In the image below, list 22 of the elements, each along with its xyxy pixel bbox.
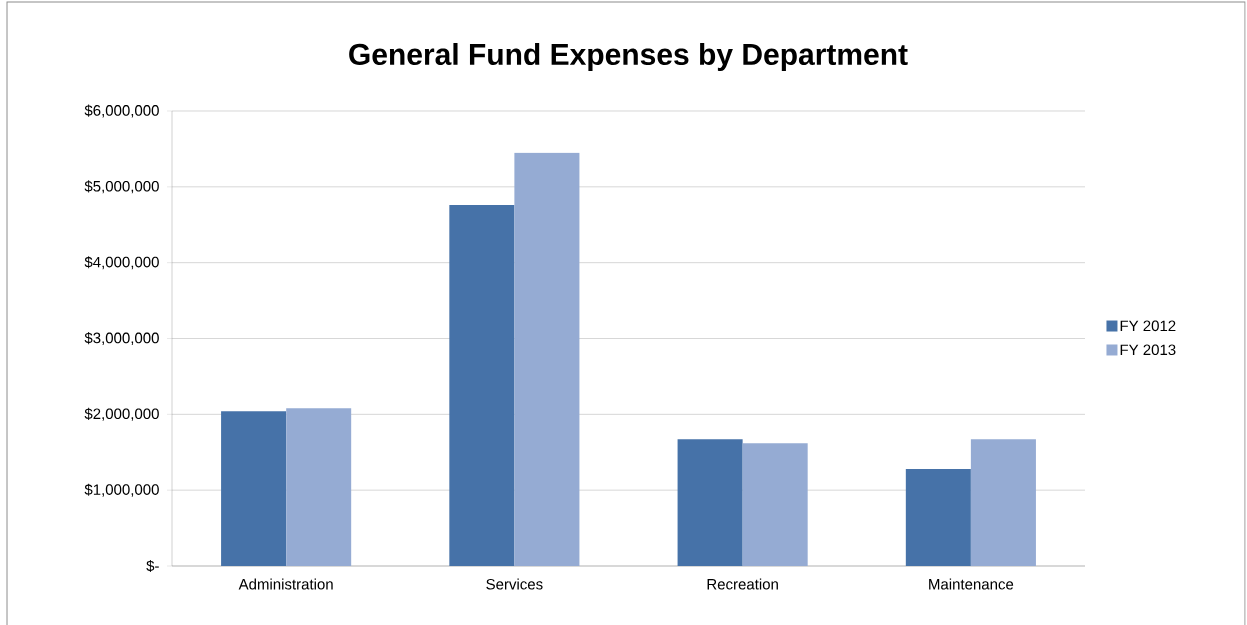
- y-tick-label: $2,000,000: [84, 407, 159, 421]
- x-tick-label: Services: [486, 578, 543, 590]
- chart-title: General Fund Expenses by Department: [349, 43, 908, 71]
- bar: [449, 205, 515, 566]
- y-tick-label: $-: [146, 559, 159, 573]
- legend-label: FY 2013: [1120, 344, 1176, 356]
- bar: [905, 468, 971, 566]
- bar: [514, 152, 580, 566]
- bar: [221, 411, 287, 566]
- bar: [742, 443, 808, 566]
- x-tick-label: Administration: [238, 578, 333, 590]
- bar: [286, 408, 352, 566]
- y-tick-label: $5,000,000: [84, 180, 159, 194]
- bar: [677, 439, 743, 566]
- y-tick-label: $4,000,000: [84, 256, 159, 270]
- x-tick-label: Recreation: [707, 578, 778, 590]
- legend-label: FY 2012: [1120, 320, 1176, 332]
- y-tick-label: $3,000,000: [84, 331, 159, 346]
- bar: [970, 439, 1036, 566]
- y-tick-label: $1,000,000: [84, 483, 159, 497]
- x-tick-label: Maintenance: [929, 578, 1014, 590]
- y-tick-label: $6,000,000: [84, 104, 159, 118]
